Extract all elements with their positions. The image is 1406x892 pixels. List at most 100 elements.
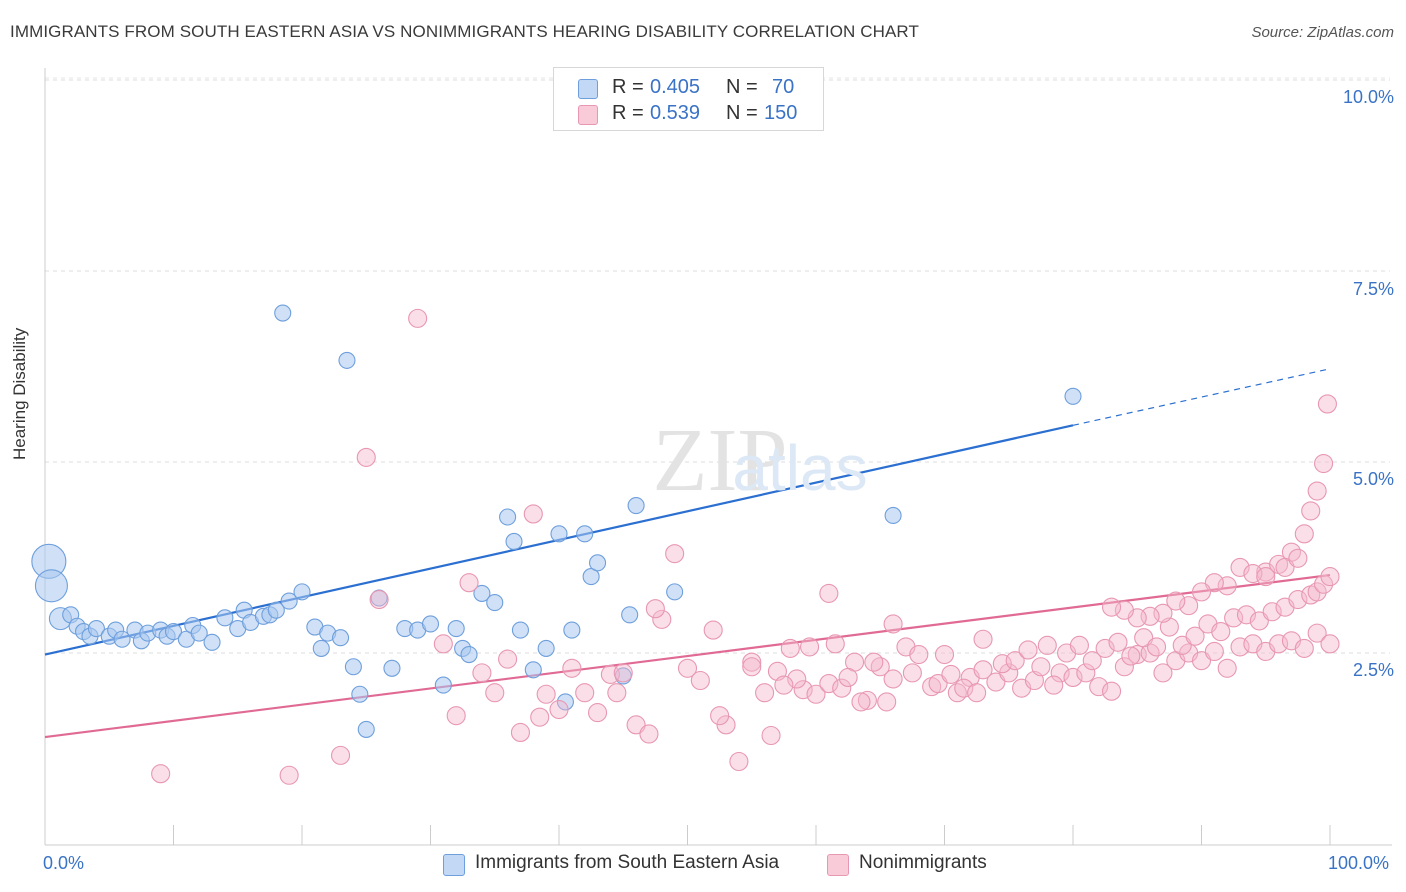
nonimmigrants-point: [1288, 548, 1308, 568]
immigrants-point: [87, 620, 105, 638]
nonimmigrants-point: [279, 765, 299, 785]
nonimmigrants-point: [1288, 589, 1308, 610]
nonimmigrants-point: [1114, 657, 1134, 677]
nonimmigrants-point: [1185, 626, 1205, 646]
nonimmigrants-point: [1037, 635, 1057, 655]
nonimmigrants-point: [780, 638, 800, 658]
nonimmigrants-point: [459, 573, 479, 593]
immigrants-point: [331, 629, 350, 647]
nonimmigrants-point: [356, 447, 376, 467]
nonimmigrants-point: [510, 722, 531, 743]
immigrants-point: [505, 532, 523, 551]
nonimmigrants-point: [1050, 663, 1070, 683]
immigrants-point: [537, 639, 555, 657]
nonimmigrants-point: [1069, 635, 1089, 655]
legend-n-value: 150: [764, 102, 798, 124]
nonimmigrants-point: [883, 669, 903, 689]
nonimmigrants-point: [485, 683, 505, 703]
nonimmigrants-point: [1153, 663, 1173, 683]
immigrants-point: [338, 351, 356, 369]
nonimmigrants-point: [1166, 591, 1186, 611]
legend-n-value: 70: [772, 76, 795, 98]
nonimmigrants-point: [819, 674, 839, 694]
nonimmigrants-point: [928, 674, 948, 694]
nonimmigrants-point: [909, 644, 929, 665]
nonimmigrants-point: [851, 692, 871, 712]
nonimmigrants-point: [1275, 557, 1295, 577]
nonimmigrants-point: [1018, 640, 1038, 660]
x-tick-label-max: 100.0%: [1328, 853, 1390, 873]
nonimmigrants-point: [498, 649, 518, 669]
nonimmigrants-point: [1314, 453, 1334, 474]
nonimmigrants-point: [954, 678, 974, 698]
grid-lines: [45, 77, 1390, 654]
immigrants-point: [486, 594, 504, 612]
nonimmigrants-point: [1102, 681, 1122, 701]
nonimmigrants-point: [864, 652, 884, 672]
series-immigrants-points: [31, 304, 1082, 738]
immigrants-point: [447, 620, 465, 638]
nonimmigrants-point: [1217, 658, 1237, 678]
nonimmigrants-point: [1191, 582, 1212, 602]
immigrants-point: [576, 525, 594, 543]
nonimmigrants-point: [690, 670, 710, 691]
immigrants-point: [884, 506, 902, 525]
legend-row-immigrants: R = 0.405 N = 70: [554, 74, 823, 100]
immigrants-point: [34, 569, 68, 603]
immigrants-point: [588, 554, 607, 572]
immigrants-point: [524, 661, 542, 679]
y-tick-label-7-5: 7.5%: [1352, 279, 1394, 299]
nonimmigrants-point: [1179, 596, 1199, 616]
immigrants-point: [344, 658, 362, 676]
nonimmigrants-point: [755, 683, 775, 703]
nonimmigrants-point: [562, 658, 582, 678]
immigrants-point: [203, 633, 221, 651]
nonimmigrants-point: [613, 663, 633, 683]
x-tick-label-min: 0.0%: [43, 853, 85, 873]
immigrants-point: [293, 583, 311, 601]
immigrants-point: [190, 624, 208, 642]
nonimmigrants-point: [1063, 667, 1083, 687]
nonimmigrants-point: [1108, 632, 1128, 652]
nonimmigrants-point: [523, 504, 543, 524]
nonimmigrants-point: [800, 637, 820, 657]
nonimmigrants-point: [446, 706, 466, 726]
nonimmigrants-point: [1317, 394, 1337, 414]
immigrants-point: [511, 621, 530, 639]
immigrants-point: [627, 496, 645, 515]
immigrants-point: [473, 584, 491, 602]
nonimmigrants-point: [607, 683, 627, 703]
immigrants-trend-extension: [1072, 368, 1331, 426]
legend-r-label: R =: [612, 76, 644, 98]
y-axis-label: Hearing Disability: [10, 327, 29, 460]
nonimmigrants-point: [838, 667, 858, 687]
nonimmigrants-point: [408, 308, 428, 328]
immigrants-point: [216, 609, 234, 627]
nonimmigrants-point: [1082, 651, 1102, 671]
nonimmigrants-point: [729, 751, 749, 772]
nonimmigrants-point: [703, 620, 723, 640]
nonimmigrants-point: [883, 614, 903, 634]
nonimmigrants-point: [742, 657, 762, 677]
immigrants-point: [556, 693, 574, 711]
nonimmigrants-point: [1249, 611, 1269, 631]
nonimmigrants-point: [1089, 677, 1109, 697]
y-tick-label-2-5: 2.5%: [1352, 660, 1394, 680]
nonimmigrants-point: [825, 634, 845, 654]
nonimmigrants-point: [626, 715, 646, 735]
immigrants-point: [563, 621, 581, 639]
nonimmigrants-point: [677, 658, 698, 678]
bottom-legend-label: Nonimmigrants: [859, 852, 987, 873]
nonimmigrants-point: [1172, 635, 1192, 655]
nonimmigrants-point: [1146, 637, 1167, 657]
nonimmigrants-point: [941, 664, 961, 684]
immigrants-point: [499, 508, 517, 526]
nonimmigrants-point: [806, 684, 826, 704]
bottom-legend-swatch-pink: [827, 854, 849, 876]
nonimmigrants-point: [549, 699, 569, 720]
nonimmigrants-point: [1031, 657, 1051, 677]
nonimmigrants-point: [973, 629, 993, 649]
y-tick-label-10-0: 10.0%: [1342, 87, 1394, 107]
legend-swatch-pink: [578, 105, 598, 125]
